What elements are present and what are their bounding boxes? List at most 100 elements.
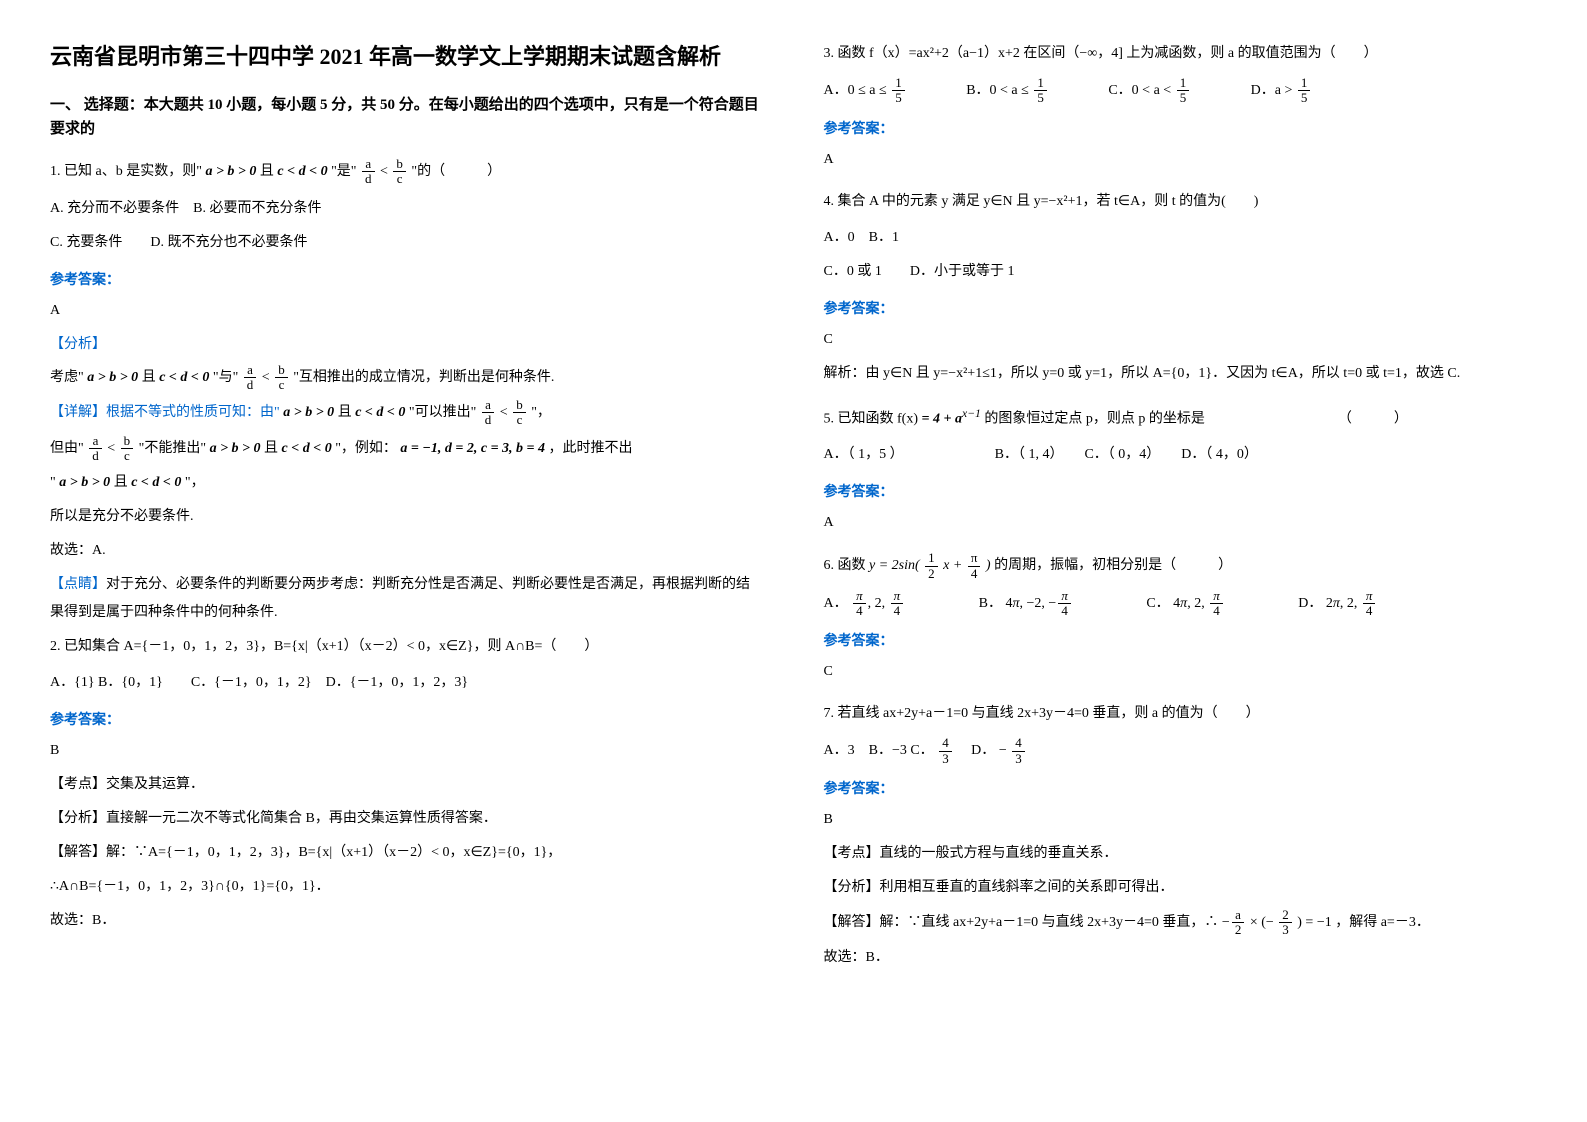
text: "，	[531, 405, 551, 420]
frac-den: d	[362, 172, 375, 186]
q1-answer-label: 参考答案：	[50, 269, 764, 289]
q3-answer-label: 参考答案：	[824, 118, 1538, 138]
q5-stem: 5. 已知函数 f(x) = 4 + ax−1 的图象恒过定点 p，则点 p 的…	[824, 402, 1538, 434]
q1-mid1: 且	[260, 164, 278, 179]
q2-analysis: 【分析】直接解一元二次不等式化简集合 B，再由交集运算性质得答案．	[50, 805, 764, 833]
frac: ad	[89, 434, 102, 464]
q2-point: 【考点】交集及其运算．	[50, 771, 764, 799]
frac-den: 5	[1177, 91, 1190, 105]
q1-but: 但由" ad < bc "不能推出" a > b > 0 且 c < d < 0…	[50, 434, 764, 464]
q4-answer: C	[824, 326, 1538, 354]
frac-num: π	[968, 551, 981, 566]
q4-answer-label: 参考答案：	[824, 298, 1538, 318]
frac-num: b	[393, 157, 406, 172]
text: D．a >	[1195, 83, 1296, 98]
q1-point: 【点睛】【点睛】对于充分、必要条件的判断要分两步考虑：判断充分性是否满足、判断必…	[50, 571, 764, 627]
frac-den: 5	[1034, 91, 1047, 105]
frac: π4	[968, 551, 981, 581]
q1-frac-bc: bc	[393, 157, 406, 187]
q7-analysis: 【分析】利用相互垂直的直线斜率之间的关系即可得出．	[824, 874, 1538, 902]
text: c < d < 0	[131, 475, 181, 490]
q3-options: A．0 ≤ a ≤ 15 B．0 < a ≤ 15 C．0 < a < 15 D…	[824, 76, 1538, 106]
frac-den: 5	[1298, 91, 1311, 105]
frac-den: d	[482, 413, 495, 427]
frac-den: 4	[968, 567, 981, 581]
q2-solve1: 【解答】解：∵A={－1，0，1，2，3}，B={x|（x+1）（x－2）< 0…	[50, 839, 764, 867]
q1-cond2: c < d < 0	[277, 164, 327, 179]
text: −	[999, 743, 1007, 758]
text: 且	[142, 370, 160, 385]
frac-num: a	[482, 398, 495, 413]
frac-den: 3	[1012, 752, 1025, 766]
q7-options: A．3 B．−3 C． 43 D． − 43	[824, 736, 1538, 766]
q1-suffix: "的（ ）	[411, 164, 501, 179]
text: x +	[943, 558, 966, 573]
text: <	[262, 370, 273, 385]
frac: 12	[925, 551, 938, 581]
frac-den: d	[244, 378, 257, 392]
frac: bc	[121, 434, 134, 464]
text: a > b > 0	[87, 370, 138, 385]
text: 且	[338, 405, 356, 420]
text: ) = −1	[1297, 915, 1331, 930]
q2-answer: B	[50, 737, 764, 765]
frac-num: 1	[892, 76, 905, 91]
text: A．3 B．−3 C．	[824, 743, 934, 758]
q7-answer-label: 参考答案：	[824, 778, 1538, 798]
text: )	[986, 558, 991, 573]
frac: π4	[853, 589, 866, 619]
q1-but2: " a > b > 0 且 c < d < 0 "，	[50, 469, 764, 497]
q2-solve2: ∴A∩B={－1，0，1，2，3}∩{0，1}={0，1}．	[50, 873, 764, 901]
text: "可以推出"	[409, 405, 476, 420]
frac: 23	[1279, 908, 1292, 938]
q4-analysis: 解析：由 y∈N 且 y=−x²+1≤1，所以 y=0 或 y=1，所以 A={…	[824, 360, 1538, 388]
frac-den: 3	[939, 752, 952, 766]
q6-stem: 6. 函数 y = 2sin( 12 x + π4 ) 的周期，振幅，初相分别是…	[824, 551, 1538, 581]
text: C．	[1076, 596, 1169, 611]
q4-optA: A．0 B．1	[824, 224, 1538, 252]
text: D．	[957, 743, 995, 758]
text: B．0 < a ≤	[910, 83, 1032, 98]
text: "与"	[213, 370, 238, 385]
frac: bc	[275, 363, 288, 393]
frac: 15	[1177, 76, 1190, 106]
frac-num: 4	[1012, 736, 1025, 751]
text: × (−	[1250, 915, 1274, 930]
text: 6. 函数	[824, 558, 870, 573]
q4-optC: C．0 或 1 D．小于或等于 1	[824, 258, 1538, 286]
text: "不能推出"	[139, 441, 206, 456]
text: a > b > 0	[210, 441, 261, 456]
text: 【解答】解：∵直线 ax+2y+a－1=0 与直线 2x+3y－4=0 垂直，∴	[824, 915, 1222, 930]
q5-answer-label: 参考答案：	[824, 481, 1538, 501]
frac-num: a	[89, 434, 102, 449]
frac: 15	[1298, 76, 1311, 106]
text: "，	[185, 475, 205, 490]
q1-lt: <	[380, 164, 391, 179]
text: ，此时推不出	[549, 441, 633, 456]
frac: bc	[513, 398, 526, 428]
text: a > b > 0	[283, 405, 334, 420]
q1-conclusion: 所以是充分不必要条件.	[50, 503, 764, 531]
frac: ad	[244, 363, 257, 393]
q1-cond1: a > b > 0	[205, 164, 256, 179]
text: 5. 已知函数 f(x)	[824, 411, 922, 426]
text: "	[50, 475, 56, 490]
frac-num: b	[121, 434, 134, 449]
text: x−1	[962, 407, 981, 420]
frac-den: c	[275, 378, 288, 392]
q2-answer-label: 参考答案：	[50, 709, 764, 729]
frac: π4	[1058, 589, 1071, 619]
document-title: 云南省昆明市第三十四中学 2021 年高一数学文上学期期末试题含解析	[50, 40, 764, 73]
text: c < d < 0	[159, 370, 209, 385]
frac-num: a	[362, 157, 375, 172]
frac-den: c	[121, 449, 134, 463]
frac: 15	[892, 76, 905, 106]
text: A．0 ≤ a ≤	[824, 83, 891, 98]
q6-options: A． π4, 2, π4 B． 4π, −2, −π4 C． 4π, 2, π4…	[824, 589, 1538, 619]
frac-den: 2	[1232, 923, 1245, 937]
frac: 15	[1034, 76, 1047, 106]
q1-options-cd: C. 充要条件 D. 既不充分也不必要条件	[50, 229, 764, 257]
text: C．0 < a <	[1052, 83, 1174, 98]
q7-stem: 7. 若直线 ax+2y+a－1=0 与直线 2x+3y－4=0 垂直，则 a …	[824, 700, 1538, 728]
q6-answer-label: 参考答案：	[824, 630, 1538, 650]
